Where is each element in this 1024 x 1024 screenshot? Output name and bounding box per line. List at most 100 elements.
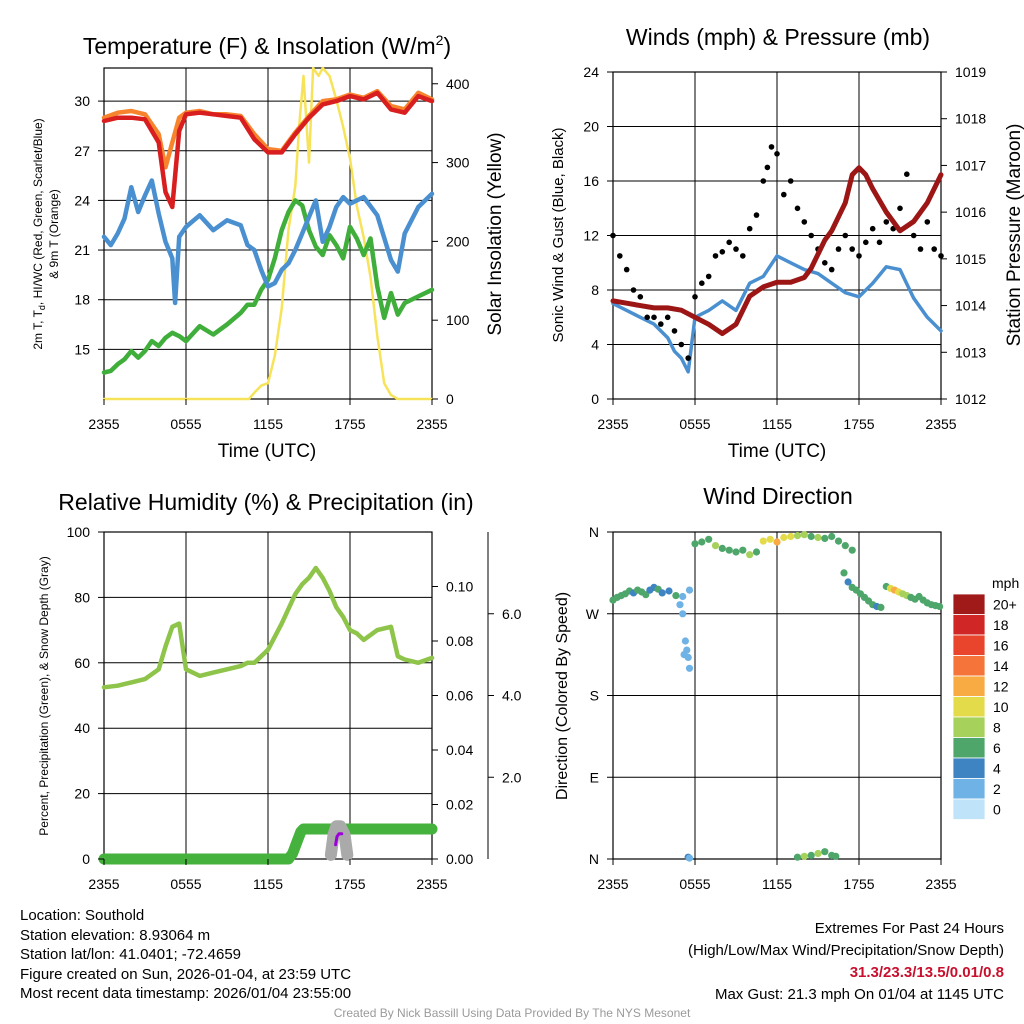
x-tick-label: 1755 bbox=[843, 876, 874, 892]
direction-point bbox=[746, 551, 754, 559]
y-tick-label: 27 bbox=[74, 143, 90, 159]
temperature-axes: 2355 0555 1155 1755 235515182124273001002003… bbox=[74, 76, 469, 432]
gust-point bbox=[692, 294, 698, 300]
extremes-subtitle: (High/Low/Max Wind/Precipitation/Snow De… bbox=[688, 942, 1004, 959]
direction-point bbox=[685, 664, 694, 672]
direction-point bbox=[698, 538, 706, 546]
pressure-axis-tick-label: 1019 bbox=[955, 64, 986, 80]
sonic-wind-line bbox=[611, 254, 943, 374]
snow-depth-line bbox=[324, 820, 354, 861]
colorbar-swatch bbox=[952, 614, 986, 636]
figure-created: Figure created on Sun, 2026-01-04, at 23… bbox=[20, 965, 352, 983]
x-tick-label: 1155 bbox=[253, 876, 283, 892]
colorbar-swatch bbox=[952, 757, 986, 779]
direction-point bbox=[814, 849, 822, 858]
colorbar-level-label: 10 bbox=[993, 699, 1009, 715]
direction-point bbox=[821, 534, 829, 543]
y-tick-label: 15 bbox=[74, 341, 90, 357]
most-recent-data: Most recent data timestamp: 2026/01/04 2… bbox=[20, 985, 352, 1002]
snow-depth-recent-line bbox=[334, 832, 344, 847]
pressure-axis-tick-label: 1014 bbox=[955, 298, 986, 314]
precip-axis-tick-label: 0.08 bbox=[446, 633, 473, 649]
gust-point bbox=[740, 253, 746, 259]
max-gust: Max Gust: 21.3 mph On 01/04 at 1145 UTC bbox=[714, 986, 1004, 1003]
colorbar-level-label: 8 bbox=[993, 719, 1001, 735]
x-tick-label: 2355 bbox=[88, 416, 119, 432]
winds-ylabel-left: Sonic Wind & Gust (Blue, Black) bbox=[550, 127, 567, 342]
winds-grid bbox=[613, 72, 941, 399]
y-tick-label: 4 bbox=[591, 337, 599, 353]
gust-point bbox=[876, 239, 883, 246]
direction-point bbox=[832, 852, 840, 860]
colorbar-level-label: 2 bbox=[993, 781, 1001, 797]
direction-point bbox=[691, 540, 699, 548]
pressure-axis-tick-label: 1012 bbox=[955, 391, 986, 407]
colorbar-level-label: 12 bbox=[993, 678, 1009, 694]
gust-point bbox=[883, 219, 890, 225]
x-tick-label: 2355 bbox=[88, 876, 119, 892]
gust-point bbox=[664, 314, 671, 321]
gust-point bbox=[904, 171, 910, 177]
temperature-title: Temperature (F) & Insolation (W/m2) bbox=[83, 32, 451, 59]
gust-point bbox=[856, 253, 862, 259]
colorbar-level-label: 16 bbox=[993, 637, 1009, 653]
direction-point bbox=[844, 578, 852, 586]
direction-point bbox=[739, 546, 747, 554]
y-tick-label: 24 bbox=[74, 192, 90, 208]
direction-panel: Wind Direction 2355 0555 1155 1755 2355 N E S W N… bbox=[554, 483, 1019, 892]
direction-point bbox=[800, 531, 808, 539]
y-tick-label: 0 bbox=[591, 391, 599, 407]
snow-axis-tick-label: 6.0 bbox=[502, 606, 522, 622]
gust-point bbox=[787, 178, 794, 184]
gust-point bbox=[897, 205, 903, 212]
y-tick-label: 0 bbox=[82, 851, 90, 867]
temperature-marks bbox=[101, 66, 435, 401]
x-tick-label: 2355 bbox=[597, 416, 628, 432]
direction-point bbox=[780, 533, 788, 542]
direction-point bbox=[787, 532, 795, 541]
gust-point bbox=[637, 294, 644, 300]
y-tick-label: 16 bbox=[583, 173, 599, 189]
direction-point bbox=[676, 601, 684, 609]
credit-line: Created By Nick Bassill Using Data Provi… bbox=[333, 1006, 691, 1020]
station-latlon: Station lat/lon: 41.0401; -72.4659 bbox=[20, 946, 242, 963]
gust-point bbox=[842, 232, 849, 239]
extremes-title: Extremes For Past 24 Hours bbox=[814, 920, 1004, 937]
temperature-panel: Temperature (F) & Insolation (W/m2) 2355… bbox=[31, 32, 506, 462]
colorbar-swatch bbox=[952, 675, 986, 697]
temperature-ylabel-left-line2: & 9m T (Orange) bbox=[47, 189, 61, 279]
gust-point bbox=[699, 280, 705, 287]
direction-point bbox=[877, 603, 885, 612]
direction-point bbox=[681, 637, 690, 645]
direction-point bbox=[807, 851, 815, 860]
direction-point bbox=[705, 535, 713, 543]
x-tick-label: 1755 bbox=[334, 876, 365, 892]
x-tick-label: 2355 bbox=[925, 416, 956, 432]
station-location: Location: Southold bbox=[20, 907, 145, 924]
y-tick-label: 18 bbox=[74, 292, 90, 308]
direction-point bbox=[814, 533, 822, 542]
y-tick-label: N bbox=[589, 851, 599, 867]
colorbar-swatch bbox=[952, 655, 986, 677]
direction-marks bbox=[609, 531, 944, 862]
gust-point bbox=[828, 266, 835, 273]
precip-axis-tick-label: 0.06 bbox=[446, 688, 473, 704]
x-tick-label: 2355 bbox=[416, 416, 447, 432]
direction-axes: 2355 0555 1155 1755 2355 N E S W N bbox=[586, 524, 957, 892]
pressure-axis-tick-label: 1018 bbox=[955, 111, 986, 127]
gust-point bbox=[630, 287, 637, 293]
colorbar-level-label: 20+ bbox=[993, 596, 1017, 612]
gust-point bbox=[938, 253, 944, 259]
humidity-axes: 2355 0555 1155 1755 2355 0 20 40 60 80 100 0.00 0.02… bbox=[67, 524, 522, 892]
winds-xlabel: Time (UTC) bbox=[728, 441, 827, 462]
dewpoint-line bbox=[101, 178, 435, 306]
direction-point bbox=[732, 548, 740, 556]
precip-axis-tick-label: 0.10 bbox=[446, 579, 473, 595]
pressure-axis-tick-label: 1017 bbox=[955, 157, 986, 173]
gust-point bbox=[774, 151, 780, 157]
insolation-axis-tick-label: 300 bbox=[446, 155, 470, 171]
gust-point bbox=[705, 273, 712, 280]
direction-grid bbox=[613, 532, 941, 859]
direction-ylabel-left: Direction (Colored By Speed) bbox=[554, 592, 571, 800]
y-tick-label: 12 bbox=[583, 228, 599, 244]
